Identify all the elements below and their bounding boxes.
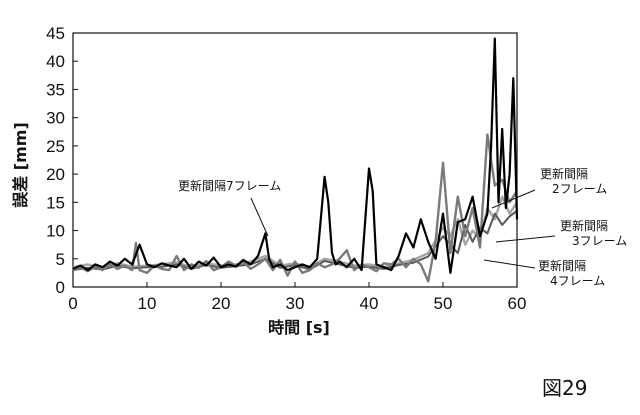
series-layer — [73, 39, 517, 282]
y-tick-label: 5 — [56, 250, 65, 269]
y-tick-label: 15 — [46, 193, 65, 212]
annotation-label-0: 更新間隔7フレーム — [178, 178, 281, 193]
annotation-label-3: 更新間隔4フレーム — [538, 258, 605, 288]
annotation-label-2: 更新間隔3フレーム — [560, 218, 627, 248]
series-line-1 — [73, 135, 517, 282]
figure-label: 図29 — [542, 376, 587, 400]
x-tick-label: 20 — [212, 294, 231, 313]
annotation-leader-0 — [251, 198, 268, 236]
series-annotations: 更新間隔7フレーム 更新間隔2フレーム更新間隔3フレーム更新間隔4フレーム — [178, 166, 627, 288]
x-tick-label: 30 — [286, 294, 305, 313]
y-tick-label: 0 — [56, 278, 65, 297]
annotation-leader-3 — [484, 260, 535, 268]
x-tick-label: 10 — [138, 294, 157, 313]
x-tick-label: 40 — [360, 294, 379, 313]
annotation-leader-2 — [496, 236, 555, 242]
y-tick-label: 30 — [46, 109, 65, 128]
series-line-0 — [73, 39, 517, 273]
y-tick-label: 40 — [46, 52, 65, 71]
y-tick-label: 20 — [46, 165, 65, 184]
y-tick-label: 25 — [46, 137, 65, 156]
x-tick-label: 0 — [68, 294, 77, 313]
x-tick-label: 60 — [508, 294, 527, 313]
x-tick-label: 50 — [434, 294, 453, 313]
annotation-label-1: 更新間隔2フレーム — [540, 166, 607, 196]
series-line-2 — [73, 197, 517, 269]
y-tick-label: 45 — [46, 24, 65, 43]
y-axis-label: 誤差 [mm] — [11, 122, 30, 208]
y-tick-label: 35 — [46, 80, 65, 99]
y-tick-label: 10 — [46, 222, 65, 241]
x-axis-label: 時間 [s] — [268, 318, 330, 337]
